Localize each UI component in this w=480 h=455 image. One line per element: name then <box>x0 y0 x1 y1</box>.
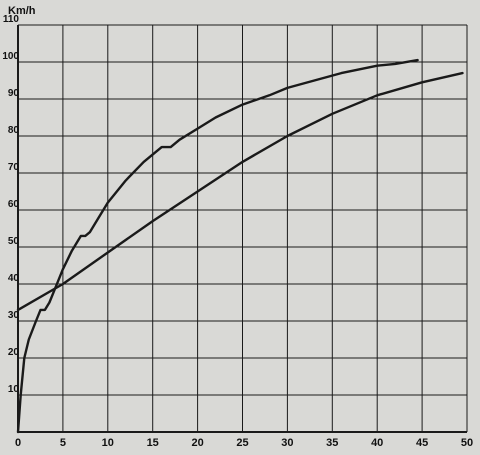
y-tick-label: 50 <box>8 236 20 247</box>
y-tick-label: 110 <box>3 14 20 25</box>
y-tick-label: 10 <box>8 384 20 395</box>
x-tick-label: 50 <box>461 437 473 449</box>
x-tick-label: 0 <box>15 437 21 449</box>
y-tick-label: 90 <box>8 88 20 99</box>
y-tick-label: 80 <box>8 125 20 136</box>
x-tick-label: 40 <box>371 437 383 449</box>
grid <box>17 24 468 433</box>
x-tick-label: 20 <box>191 437 203 449</box>
x-tick-label: 30 <box>281 437 293 449</box>
y-tick-label: 20 <box>8 347 20 358</box>
y-axis-label: Km/h <box>8 5 36 17</box>
y-tick-label: 100 <box>2 51 19 62</box>
y-tick-label: 40 <box>8 273 20 284</box>
x-tick-label: 25 <box>236 437 248 449</box>
x-axis-ticks: 0 5 10 15 20 25 30 35 40 45 50 <box>15 437 473 449</box>
series-line-2 <box>16 71 464 312</box>
y-tick-label: 70 <box>8 162 20 173</box>
y-axis-ticks: 10 20 30 40 50 60 70 80 90 100 110 <box>2 14 19 395</box>
series <box>16 58 464 434</box>
x-tick-label: 35 <box>326 437 338 449</box>
x-tick-label: 5 <box>60 437 66 449</box>
x-tick-label: 45 <box>416 437 428 449</box>
x-tick-label: 10 <box>102 437 114 449</box>
y-tick-label: 60 <box>8 199 20 210</box>
series-line-1 <box>16 58 419 434</box>
x-tick-label: 15 <box>147 437 159 449</box>
y-tick-label: 30 <box>8 310 20 321</box>
